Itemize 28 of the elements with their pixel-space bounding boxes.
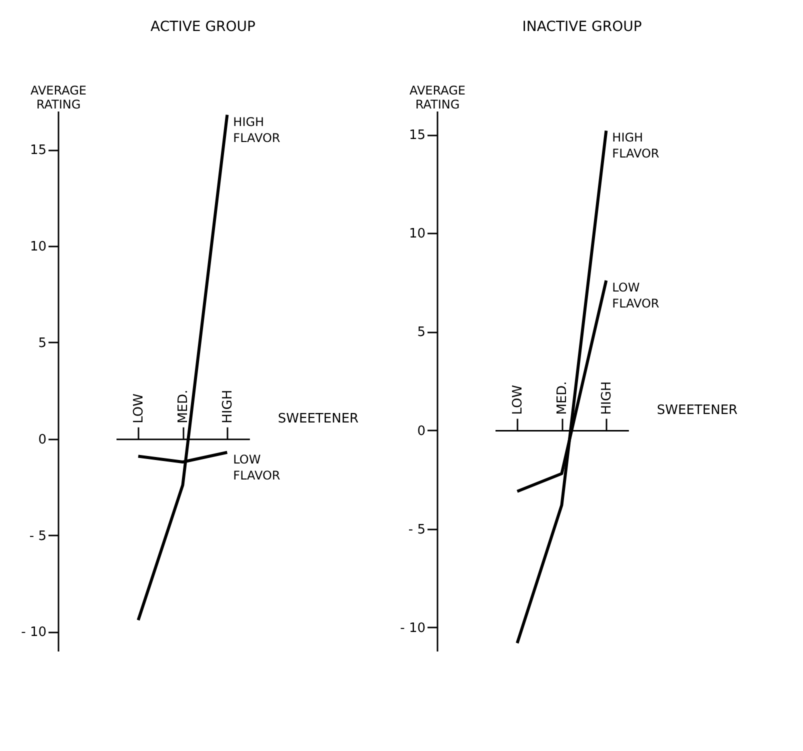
chart-title: INACTIVE GROUP <box>522 19 642 35</box>
y-tick-label: - 5 <box>408 522 426 538</box>
y-tick-label: - 10 <box>400 620 426 636</box>
y-tick-label: 15 <box>408 128 426 144</box>
x-tick-label: LOW <box>510 384 526 415</box>
y-tick-label: - 10 <box>21 625 46 640</box>
y-tick-label: 10 <box>408 226 426 242</box>
y-tick-label: 15 <box>30 143 46 158</box>
y-axis-title: AVERAGE RATING <box>410 84 466 112</box>
series-label: HIGH FLAVOR <box>233 114 280 145</box>
y-tick-label: - 5 <box>29 528 46 544</box>
series-label: HIGH FLAVOR <box>612 130 660 161</box>
y-tick-label: 10 <box>30 240 46 254</box>
y-tick-label: 5 <box>38 336 46 351</box>
series-label: LOW FLAVOR <box>233 452 280 482</box>
y-tick-label: 5 <box>417 325 426 340</box>
x-tick-label: LOW <box>132 393 147 424</box>
series-label: LOW FLAVOR <box>612 280 660 310</box>
x-tick-label: HIGH <box>220 390 236 424</box>
x-axis-title: SWEETENER <box>656 402 738 418</box>
y-axis-title: AVERAGE RATING <box>30 84 86 112</box>
x-tick-label: HIGH <box>600 381 615 415</box>
x-tick-label: MED. <box>555 381 570 415</box>
x-axis-title: SWEETENER <box>278 411 359 426</box>
x-tick-label: MED. <box>176 390 192 424</box>
y-tick-label: 0 <box>417 424 426 439</box>
chart-title: ACTIVE GROUP <box>150 19 256 35</box>
y-tick-label: 0 <box>38 432 46 448</box>
